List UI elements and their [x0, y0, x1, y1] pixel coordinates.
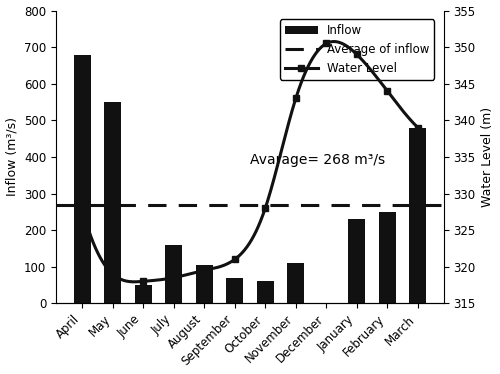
Bar — [166, 245, 182, 303]
Legend: Inflow, Average of inflow, Water Level: Inflow, Average of inflow, Water Level — [280, 19, 434, 80]
Bar — [226, 278, 243, 303]
Text: Avarage= 268 m³/s: Avarage= 268 m³/s — [250, 153, 385, 167]
Bar — [104, 102, 121, 303]
Bar — [348, 219, 365, 303]
Bar — [410, 128, 426, 303]
Bar — [379, 212, 396, 303]
Bar — [74, 55, 90, 303]
Bar — [196, 265, 212, 303]
Bar — [257, 281, 274, 303]
Bar — [135, 285, 152, 303]
Y-axis label: Inflow (m³/s): Inflow (m³/s) — [6, 117, 18, 196]
Y-axis label: Water Level (m): Water Level (m) — [482, 107, 494, 207]
Bar — [288, 263, 304, 303]
